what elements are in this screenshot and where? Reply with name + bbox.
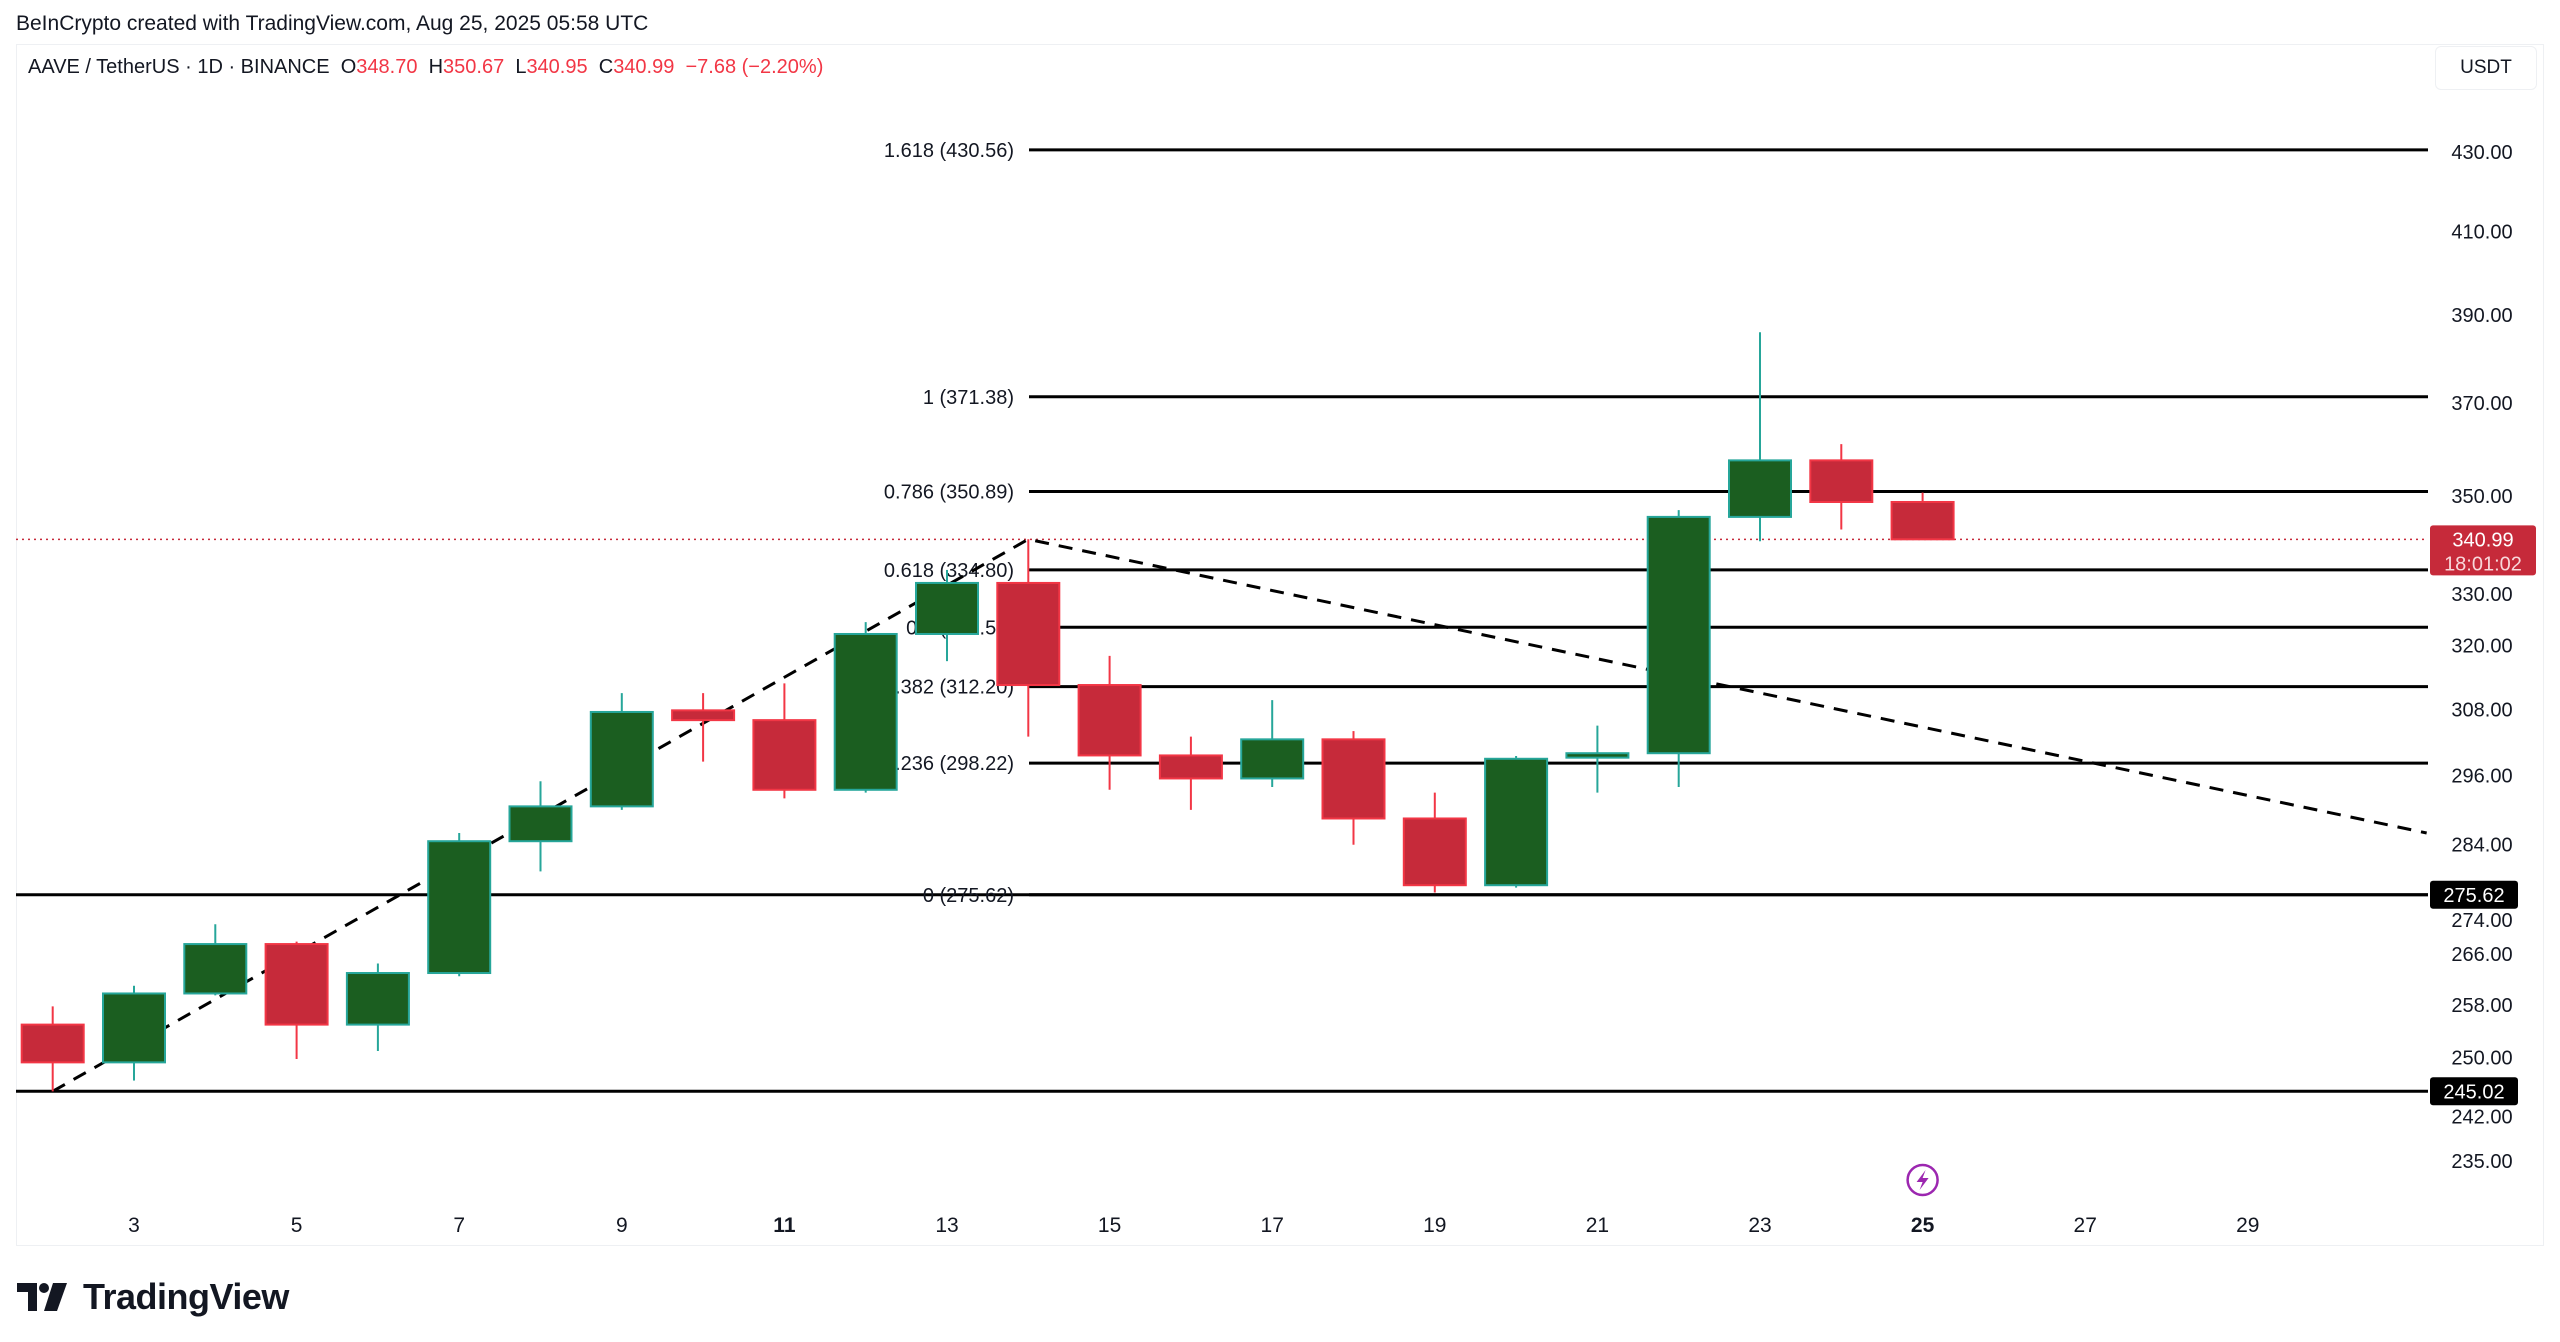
candle-up <box>183 943 248 995</box>
fib-level-label: 1 (371.38) <box>923 387 1014 409</box>
y-tick-label: 410.00 <box>2451 222 2512 244</box>
x-tick-label: 11 <box>773 1214 796 1237</box>
chart-credit: BeInCrypto created with TradingView.com,… <box>16 12 649 35</box>
x-tick-label: 25 <box>1911 1214 1935 1237</box>
x-tick-label: 29 <box>2236 1214 2259 1237</box>
x-tick-label: 23 <box>1748 1214 1771 1237</box>
candle-down <box>20 1023 85 1064</box>
candle-up <box>1728 459 1792 518</box>
tradingview-logo-icon <box>17 1283 67 1311</box>
candle-down <box>1402 817 1467 887</box>
fib-level-label: 0.382 (312.20) <box>884 677 1014 699</box>
y-tick-label: 284.00 <box>2451 835 2512 857</box>
chart-frame <box>16 44 2544 1246</box>
price-label-box <box>2430 880 2518 909</box>
fib-level-label: 0.236 (298.22) <box>884 753 1014 775</box>
high-label: H <box>428 56 444 78</box>
y-tick-label: 390.00 <box>2451 305 2512 327</box>
candle-up <box>1565 752 1630 759</box>
candle-up <box>915 581 979 635</box>
price-label: 245.02 <box>2443 1081 2504 1103</box>
x-tick-label: 21 <box>1586 1214 1609 1237</box>
y-tick-label: 330.00 <box>2451 584 2512 606</box>
fib-level-label: 0.786 (350.89) <box>884 482 1014 504</box>
price-label-box <box>2430 1077 2518 1106</box>
fib-level-label: 0 (275.62) <box>923 885 1014 907</box>
candle-down <box>264 943 329 1026</box>
candle-up <box>102 992 166 1064</box>
lightning-icon-glyph <box>1916 1170 1929 1190</box>
close-value: 340.99 <box>613 56 675 78</box>
x-tick-label: 5 <box>291 1214 303 1237</box>
y-tick-label: 235.00 <box>2451 1151 2512 1173</box>
tradingview-logo: TradingView <box>17 1276 289 1318</box>
candle-up <box>427 840 492 975</box>
x-tick-label: 17 <box>1261 1214 1284 1237</box>
close-label: C <box>598 56 614 78</box>
candle-down <box>1890 500 1955 541</box>
low-label: L <box>515 56 527 78</box>
y-tick-label: 250.00 <box>2451 1048 2512 1070</box>
candle-up <box>833 632 898 791</box>
symbol-title[interactable]: AAVE / TetherUS · 1D · BINANCE <box>28 56 330 78</box>
candle-down <box>752 719 817 791</box>
countdown-label: 18:01:02 <box>2444 553 2522 575</box>
y-tick-label: 320.00 <box>2451 635 2512 657</box>
y-tick-label: 308.00 <box>2451 699 2512 721</box>
y-tick-label: 350.00 <box>2451 486 2512 508</box>
candle-up <box>1484 757 1549 887</box>
low-value: 340.95 <box>526 56 588 78</box>
open-value: 348.70 <box>356 56 418 78</box>
y-tick-label: 370.00 <box>2451 393 2512 415</box>
candle-down <box>1158 754 1223 780</box>
candle-down <box>1077 684 1142 757</box>
candle-down <box>671 709 736 722</box>
fib-level-label: 1.618 (430.56) <box>884 140 1014 162</box>
symbol-legend: AAVE / TetherUS · 1D · BINANCE O348.70 H… <box>28 56 823 79</box>
x-tick-label: 27 <box>2074 1214 2097 1237</box>
change-value: −7.68 (−2.20%) <box>685 56 824 78</box>
currency-button[interactable]: USDT <box>2435 46 2537 90</box>
candle-up <box>1240 738 1305 780</box>
high-value: 350.67 <box>443 56 505 78</box>
candle-down <box>1809 459 1874 503</box>
y-tick-label: 274.00 <box>2451 910 2512 932</box>
x-tick-label: 9 <box>616 1214 628 1237</box>
x-tick-label: 7 <box>453 1214 465 1237</box>
price-label: 275.62 <box>2443 885 2504 907</box>
trend-line <box>51 537 2427 1093</box>
last-price-label: 340.99 <box>2452 529 2513 551</box>
x-tick-label: 19 <box>1423 1214 1446 1237</box>
candle-up <box>589 710 654 808</box>
fib-level-label: 0.618 (334.80) <box>884 560 1014 582</box>
candle-down <box>996 581 1061 687</box>
y-tick-label: 266.00 <box>2451 944 2512 966</box>
x-tick-label: 3 <box>128 1214 140 1237</box>
y-tick-label: 296.00 <box>2451 766 2512 788</box>
candle-up <box>345 972 410 1026</box>
y-tick-label: 430.00 <box>2451 142 2512 164</box>
y-tick-label: 258.00 <box>2451 995 2512 1017</box>
open-label: O <box>340 56 357 78</box>
tradingview-logo-text: TradingView <box>83 1276 289 1317</box>
candle-up <box>508 805 573 843</box>
last-price-box <box>2430 525 2536 576</box>
x-tick-label: 15 <box>1098 1214 1121 1237</box>
y-tick-label: 242.00 <box>2451 1106 2512 1128</box>
x-tick-label: 13 <box>935 1214 958 1237</box>
candle-up <box>1646 515 1711 755</box>
candle-down <box>1321 738 1386 820</box>
